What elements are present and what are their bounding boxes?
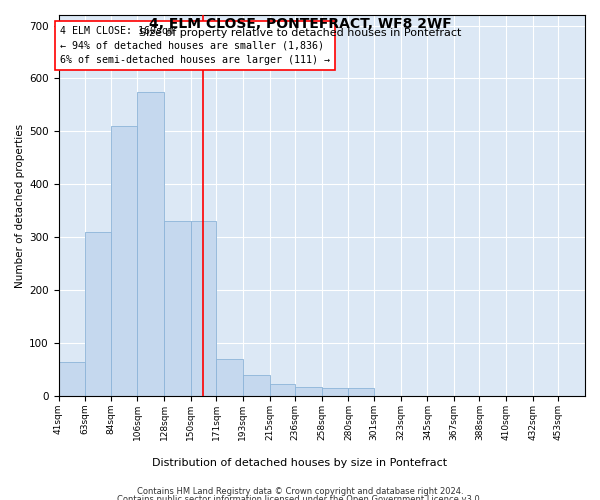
Bar: [164, 222, 191, 396]
Bar: [269, 384, 295, 396]
Text: 4, ELM CLOSE, PONTEFRACT, WF8 2WF: 4, ELM CLOSE, PONTEFRACT, WF8 2WF: [149, 18, 451, 32]
Bar: [137, 92, 164, 396]
Bar: [349, 388, 374, 396]
Bar: [295, 387, 322, 396]
Bar: [216, 359, 243, 396]
Bar: [322, 388, 349, 396]
Bar: [243, 375, 269, 396]
Text: 4 ELM CLOSE: 160sqm
← 94% of detached houses are smaller (1,836)
6% of semi-deta: 4 ELM CLOSE: 160sqm ← 94% of detached ho…: [60, 26, 330, 65]
Text: Contains public sector information licensed under the Open Government Licence v3: Contains public sector information licen…: [118, 495, 482, 500]
Bar: [191, 222, 216, 396]
Y-axis label: Number of detached properties: Number of detached properties: [15, 124, 25, 288]
Bar: [85, 232, 110, 396]
Text: Contains HM Land Registry data © Crown copyright and database right 2024.: Contains HM Land Registry data © Crown c…: [137, 488, 463, 496]
Text: Distribution of detached houses by size in Pontefract: Distribution of detached houses by size …: [152, 458, 448, 468]
Bar: [59, 362, 85, 396]
Text: Size of property relative to detached houses in Pontefract: Size of property relative to detached ho…: [139, 28, 461, 38]
Bar: [110, 126, 137, 396]
